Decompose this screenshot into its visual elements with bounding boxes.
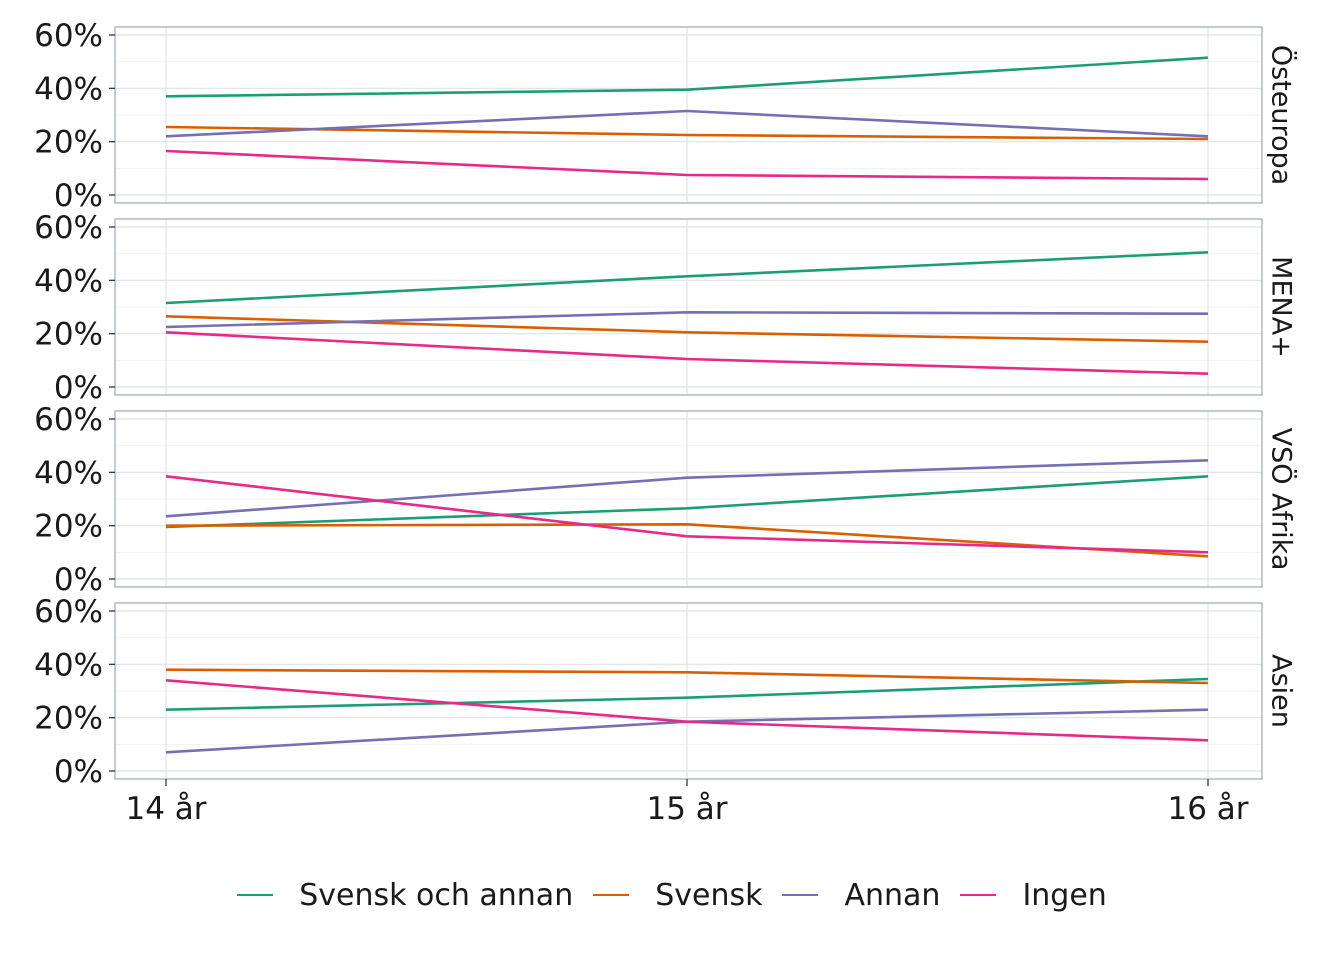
x-tick-label: 16 år: [1167, 791, 1248, 827]
facet-panel-1: 0% 20% 40% 60% MENA+: [34, 210, 1299, 406]
y-tick-label: 0%: [54, 754, 103, 790]
series-line-ingen: [165, 679, 1209, 742]
y-tick-label: 40%: [34, 455, 103, 491]
facet-label: Östeuropa: [1266, 45, 1298, 185]
facet-panel-3: 0% 20% 40% 60% Asien: [34, 594, 1299, 790]
legend-key: [593, 893, 630, 897]
y-tick-label: 0%: [54, 178, 103, 214]
y-tick-label: 40%: [34, 647, 103, 683]
facet-strip: [1263, 219, 1299, 395]
legend-key: [960, 893, 997, 897]
legend-item: Svensk: [593, 878, 762, 913]
legend-key: [237, 893, 274, 897]
legend-key: [782, 893, 819, 897]
x-tick-label: 15 år: [646, 791, 727, 827]
series-line-svensk-och-annan: [165, 677, 1209, 711]
series-line-ingen: [165, 475, 1209, 554]
y-tick-label: 20%: [34, 317, 103, 353]
facet-strip: [1263, 603, 1299, 779]
facet-strip: [1263, 27, 1299, 203]
y-tick-label: 20%: [34, 125, 103, 161]
facet-label: VSÖ Afrika: [1266, 428, 1298, 571]
series-line-annan: [165, 109, 1209, 138]
series-line-svensk-och-annan: [165, 251, 1209, 305]
legend-item: Annan: [782, 878, 940, 913]
y-tick-label: 20%: [34, 701, 103, 737]
legend-label: Svensk: [655, 877, 763, 913]
y-tick-label: 60%: [34, 210, 103, 246]
legend-label: Svensk och annan: [299, 877, 574, 913]
series-line-ingen: [165, 149, 1209, 181]
legend-label: Ingen: [1022, 877, 1107, 913]
facet-strip: [1263, 411, 1299, 587]
series-line-svensk-och-annan: [165, 56, 1209, 98]
y-tick-label: 0%: [54, 370, 103, 406]
facet-label: MENA+: [1266, 256, 1297, 358]
series-line-svensk-och-annan: [165, 475, 1209, 529]
legend-item: Ingen: [960, 877, 1107, 913]
y-tick-label: 40%: [34, 71, 103, 107]
series-line-svensk: [165, 522, 1209, 558]
y-tick-label: 40%: [34, 263, 103, 299]
y-tick-label: 60%: [34, 594, 103, 630]
series-line-annan: [165, 310, 1209, 329]
legend-item: Svensk och annan: [237, 878, 573, 913]
legend-label: Annan: [844, 877, 941, 913]
panel-border: [114, 26, 1263, 204]
series-line-svensk: [165, 125, 1209, 141]
series-line-annan: [165, 459, 1209, 518]
y-tick-label: 20%: [34, 509, 103, 545]
panel-border: [114, 410, 1263, 588]
facet-label: Asien: [1266, 654, 1297, 728]
facet-panel-0: 0% 20% 40% 60% Östeuropa: [34, 18, 1299, 214]
series-line-ingen: [165, 331, 1209, 375]
y-tick-label: 60%: [34, 402, 103, 438]
panel-border: [114, 218, 1263, 396]
legend: Svensk och annan Svensk Annan Ingen: [0, 870, 1344, 920]
y-tick-label: 60%: [34, 18, 103, 54]
panel-border: [114, 602, 1263, 780]
facet-panel-2: 0% 20% 40% 60% VSÖ Afrika: [34, 402, 1299, 598]
x-tick-label: 14 år: [125, 791, 206, 827]
series-line-svensk: [165, 668, 1209, 685]
y-tick-label: 0%: [54, 562, 103, 598]
